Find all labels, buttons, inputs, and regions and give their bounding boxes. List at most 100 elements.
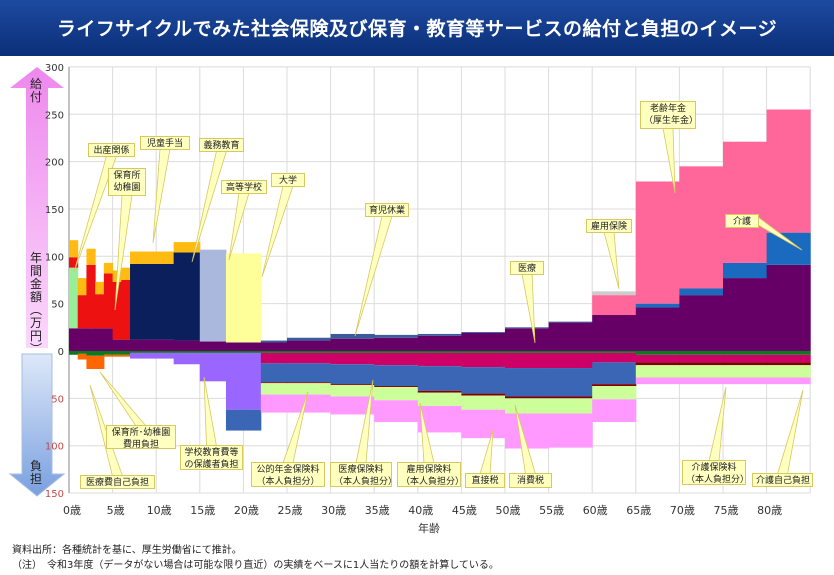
- x-tick-label: 45歳: [452, 504, 477, 517]
- x-tick-label: 15歳: [190, 504, 215, 517]
- x-tick-label: 65歳: [626, 504, 651, 517]
- benefit-segment-child-allowance: [173, 242, 201, 253]
- y-tick-label: 150: [45, 205, 64, 216]
- benefit-segment-childcare-leave: [417, 333, 462, 336]
- burden-segment-nursery-fee: [95, 355, 105, 369]
- benefit-segment-high-school: [199, 249, 227, 342]
- benefit-segment-long-term-care: [723, 262, 768, 279]
- burden-segment-direct-tax: [723, 365, 768, 378]
- burden-segment-health-premium: [592, 362, 637, 385]
- burden-segment-employment-premium: [374, 386, 419, 387]
- benefit-up-arrow-icon: [10, 67, 64, 348]
- benefit-segment-medical: [103, 328, 114, 351]
- benefit-segment-medical: [330, 338, 375, 351]
- x-tick-label: 75歳: [714, 504, 739, 517]
- benefit-segment-childcare-leave: [461, 332, 506, 334]
- burden-segment-medical-copay: [374, 351, 419, 353]
- burden-segment-medical-copay: [505, 351, 550, 353]
- callout-label: 介護保険料 （本人負担分）: [682, 460, 749, 485]
- burden-segment-medical-copay: [173, 351, 201, 353]
- x-axis-title: 年齢: [418, 522, 440, 535]
- benefit-segment-medical: [225, 342, 262, 351]
- burden-segment-consumption-tax: [505, 413, 550, 449]
- benefit-segment-child-allowance: [69, 240, 79, 258]
- benefit-segment-medical: [173, 340, 201, 351]
- burden-segment-pension-premium: [635, 354, 680, 363]
- burden-segment-medical-copay: [121, 351, 131, 355]
- burden-segment-direct-tax: [592, 386, 637, 400]
- benefit-segment-child-allowance: [86, 248, 96, 265]
- burden-segment-medical-copay: [103, 351, 114, 355]
- burden-segment-consumption-tax: [548, 413, 593, 448]
- callout-pointer: [776, 389, 804, 475]
- burden-segment-medical-copay: [86, 351, 96, 356]
- burden-segment-employment-premium: [548, 396, 593, 399]
- burden-segment-school-fee: [225, 352, 262, 410]
- benefit-segment-medical: [461, 333, 506, 351]
- burden-segment-employment-premium: [766, 362, 811, 366]
- burden-segment-direct-tax: [548, 398, 593, 414]
- benefit-segment-childcare-leave: [260, 340, 288, 343]
- callout-label: 医療保険料 （本人負担分）: [330, 462, 397, 487]
- callout-label: 介護: [725, 214, 759, 228]
- x-tick-label: 5歳: [107, 504, 125, 517]
- benefit-segment-medical: [77, 328, 87, 351]
- burden-segment-school-fee: [173, 352, 201, 365]
- benefit-segment-compulsory-edu: [130, 263, 175, 340]
- burden-segment-consumption-tax: [287, 394, 332, 413]
- burden-down-arrow-icon: [8, 353, 66, 497]
- y-tick-label: 100: [45, 252, 64, 263]
- benefit-segment-nursery: [103, 273, 114, 329]
- burden-segment-employment-premium: [461, 393, 506, 396]
- benefit-segment-medical: [635, 307, 680, 351]
- benefit-segment-child-allowance: [77, 278, 87, 296]
- benefit-segment-old-age-pension: [766, 109, 811, 233]
- burden-segment-direct-tax: [505, 398, 550, 414]
- callout-label: 学校教育費等 の保護者負担: [180, 445, 243, 470]
- benefit-segment-compulsory-edu: [173, 252, 201, 341]
- burden-segment-pension-premium: [287, 352, 332, 364]
- burden-segment-medical-copay: [77, 351, 87, 354]
- callout-label: 介護自己負担: [752, 473, 813, 487]
- benefit-segment-medical: [86, 328, 96, 351]
- burden-segment-direct-tax: [635, 365, 680, 378]
- burden-segment-consumption-tax: [635, 377, 680, 385]
- x-tick-label: 80歳: [757, 504, 782, 517]
- callout-label: 高等学校: [221, 180, 267, 194]
- burden-segment-medical-copay: [112, 351, 122, 355]
- benefit-segment-medical: [766, 264, 811, 351]
- burden-segment-pension-premium: [330, 352, 375, 365]
- burden-segment-nursery-fee: [112, 354, 122, 357]
- burden-segment-health-premium: [505, 368, 550, 397]
- callout-pointer: [261, 185, 294, 278]
- burden-segment-medical-copay: [548, 351, 593, 353]
- burden-segment-direct-tax: [679, 365, 724, 378]
- benefit-arrow-label: 給付: [29, 77, 42, 104]
- burden-segment-medical-copay: [592, 351, 637, 353]
- burden-segment-employment-premium: [592, 384, 637, 387]
- benefit-segment-medical: [260, 342, 288, 351]
- burden-segment-employment-premium: [505, 396, 550, 399]
- burden-segment-health-premium: [330, 364, 375, 385]
- burden-segment-consumption-tax: [766, 377, 811, 385]
- burden-segment-employment-premium: [635, 362, 680, 366]
- burden-segment-health-premium: [461, 367, 506, 394]
- benefit-segment-nursery: [112, 281, 122, 340]
- burden-segment-health-premium: [287, 363, 332, 383]
- burden-segment-pension-premium: [548, 352, 593, 369]
- benefit-segment-childcare-leave: [548, 321, 593, 323]
- callout-label: 医療費自己負担: [80, 475, 155, 489]
- burden-segment-medical-copay: [330, 351, 375, 353]
- benefit-segment-child-allowance: [121, 267, 131, 280]
- y-tick-label: 250: [45, 110, 64, 121]
- burden-segment-health-premium: [417, 366, 462, 391]
- burden-segment-nursery-fee: [103, 354, 114, 357]
- x-tick-label: 35歳: [365, 504, 390, 517]
- benefit-segment-medical: [723, 278, 768, 351]
- benefit-segment-medical: [505, 328, 550, 351]
- unit-label: 年間金額 ︵ 万円 ︶: [29, 251, 42, 356]
- burden-segment-medical-copay: [95, 351, 105, 356]
- benefit-segment-medical: [592, 315, 637, 351]
